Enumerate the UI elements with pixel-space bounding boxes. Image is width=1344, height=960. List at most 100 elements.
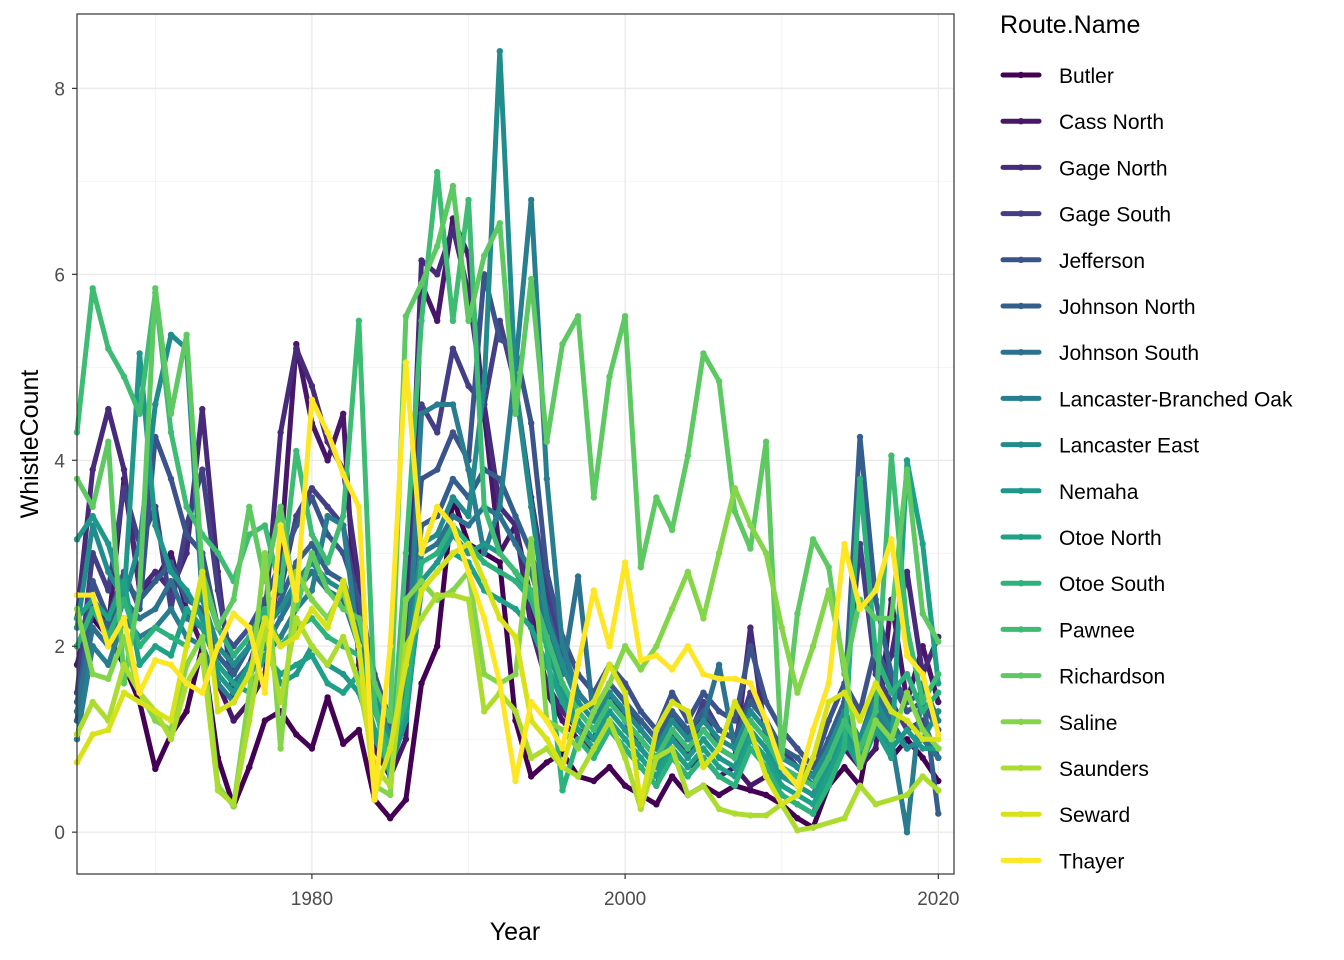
- data-point: [434, 243, 441, 250]
- data-point: [559, 698, 566, 706]
- data-point: [120, 661, 128, 668]
- data-point: [903, 726, 911, 734]
- data-point: [308, 605, 316, 613]
- data-point: [935, 731, 942, 738]
- data-point: [653, 652, 660, 659]
- data-point: [199, 652, 206, 659]
- legend-item: Lancaster-Branched Oak: [1000, 388, 1293, 411]
- data-point: [856, 605, 864, 613]
- data-point: [105, 615, 112, 622]
- data-point: [324, 429, 331, 436]
- data-point: [136, 643, 143, 650]
- data-point: [496, 559, 503, 566]
- data-point: [387, 791, 394, 799]
- data-point: [340, 577, 347, 585]
- data-point: [449, 591, 457, 599]
- data-point: [715, 661, 723, 668]
- data-point: [340, 471, 347, 478]
- data-point: [136, 350, 143, 357]
- data-point: [888, 452, 895, 459]
- data-point: [715, 378, 723, 385]
- data-point: [825, 680, 832, 687]
- data-point: [105, 438, 112, 445]
- data-point: [935, 754, 942, 761]
- data-point: [637, 666, 644, 673]
- data-point: [621, 689, 629, 696]
- data-point: [841, 745, 848, 752]
- legend-key-point: [1017, 672, 1025, 679]
- data-point: [543, 475, 550, 483]
- data-point: [621, 313, 629, 320]
- data-point: [919, 708, 926, 715]
- plot-panel: [77, 14, 954, 874]
- data-point: [308, 494, 316, 501]
- data-point: [277, 643, 284, 650]
- data-point: [637, 805, 644, 813]
- data-point: [825, 698, 832, 706]
- data-point: [512, 512, 519, 520]
- data-point: [496, 550, 503, 557]
- data-point: [653, 754, 660, 761]
- legend-key-point: [1017, 580, 1025, 587]
- data-point: [637, 801, 644, 808]
- data-point: [637, 717, 644, 724]
- series-lines: [73, 48, 942, 836]
- data-point: [308, 382, 316, 390]
- data-point: [355, 643, 363, 650]
- data-point: [152, 605, 159, 613]
- data-point: [637, 763, 644, 771]
- data-point: [731, 508, 738, 515]
- legend-key-point: [1017, 811, 1025, 818]
- data-point: [136, 661, 143, 668]
- data-point: [621, 726, 629, 734]
- data-point: [214, 787, 222, 794]
- data-point: [105, 540, 112, 548]
- data-point: [465, 568, 472, 575]
- data-point: [246, 763, 253, 771]
- data-point: [324, 680, 331, 687]
- data-point: [183, 708, 190, 715]
- data-point: [434, 317, 441, 324]
- data-point: [590, 587, 597, 594]
- data-point: [340, 689, 347, 696]
- data-point: [434, 568, 441, 575]
- y-tick-label: 2: [54, 637, 65, 658]
- legend-label: Butler: [1059, 65, 1114, 88]
- data-point: [715, 675, 723, 682]
- legend-title: Route.Name: [1000, 11, 1140, 39]
- data-point: [872, 596, 879, 603]
- data-point: [434, 466, 441, 473]
- data-point: [872, 587, 879, 594]
- data-point: [277, 670, 284, 678]
- data-point: [136, 689, 143, 696]
- data-point: [747, 698, 754, 706]
- data-point: [167, 736, 175, 743]
- data-point: [574, 708, 582, 715]
- data-point: [324, 694, 331, 701]
- data-point: [888, 754, 895, 761]
- data-point: [230, 680, 237, 687]
- data-point: [684, 643, 691, 650]
- data-point: [935, 708, 942, 715]
- data-point: [715, 763, 723, 771]
- data-point: [841, 661, 848, 668]
- data-point: [590, 698, 597, 706]
- data-point: [324, 457, 331, 464]
- data-point: [684, 791, 691, 799]
- data-point: [120, 596, 128, 603]
- data-point: [214, 587, 222, 594]
- data-point: [715, 550, 723, 557]
- data-point: [590, 494, 597, 501]
- data-point: [449, 512, 457, 520]
- data-point: [637, 745, 644, 752]
- data-point: [293, 340, 300, 348]
- data-point: [700, 782, 707, 789]
- data-point: [199, 466, 206, 473]
- data-point: [590, 777, 597, 785]
- data-point: [794, 791, 801, 799]
- data-point: [136, 410, 143, 417]
- data-point: [919, 754, 926, 761]
- data-point: [261, 522, 269, 529]
- data-point: [935, 698, 942, 706]
- legend-label: Lancaster-Branched Oak: [1059, 388, 1293, 411]
